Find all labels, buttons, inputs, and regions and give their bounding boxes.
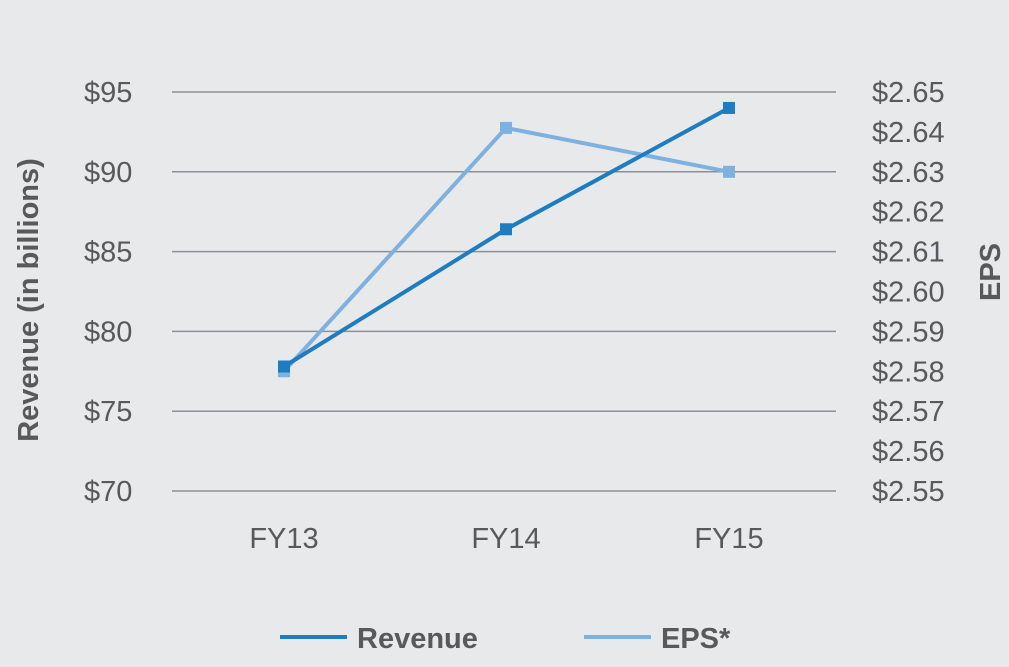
y-tick-label: $75 (84, 396, 132, 428)
legend-label-revenue: Revenue (357, 623, 478, 655)
y2-tick-label: $2.58 (872, 356, 945, 388)
series-layer (278, 101, 735, 378)
data-point-revenue (723, 101, 735, 114)
y2-tick-label: $2.55 (872, 476, 945, 508)
y2-tick-label: $2.57 (872, 396, 945, 428)
y2-tick-label: $2.56 (872, 436, 945, 468)
y-tick-label: $95 (84, 77, 132, 109)
y2-tick-label: $2.63 (872, 157, 945, 189)
y-tick-label: $80 (84, 316, 132, 348)
x-tick-label: FY13 (249, 523, 318, 555)
y2-tick-label: $2.64 (872, 117, 945, 149)
y-tick-label: $90 (84, 157, 132, 189)
right-axis-ticks: $2.65 $2.64 $2.63 $2.62 $2.61 $2.60 $2.59 $2.58… (872, 77, 945, 508)
data-point-revenue (278, 360, 290, 373)
x-tick-label: FY15 (694, 523, 763, 555)
y-tick-label: $70 (84, 476, 132, 508)
series-line-revenue (282, 106, 730, 369)
gridlines (172, 91, 836, 492)
left-axis-ticks: $95 $90 $85 $80 $75 $70 (84, 77, 132, 508)
y2-tick-label: $2.59 (872, 316, 945, 348)
y2-tick-label: $2.65 (872, 77, 945, 109)
y2-tick-label: $2.62 (872, 197, 945, 229)
y2-tick-label: $2.61 (872, 237, 945, 269)
data-point-eps (723, 165, 735, 178)
x-axis-ticks: FY13 FY14 FY15 (249, 523, 763, 555)
legend-label-eps: EPS* (661, 623, 731, 655)
data-point-eps (500, 121, 512, 134)
y-tick-label: $85 (84, 237, 132, 269)
data-point-revenue (500, 223, 512, 236)
x-tick-label: FY14 (471, 523, 540, 555)
series-line-eps (282, 125, 730, 373)
y2-tick-label: $2.60 (872, 277, 945, 309)
y2-axis-title: EPS (975, 243, 1007, 301)
legend: Revenue EPS* (280, 623, 731, 655)
y-axis-title: Revenue (in billions) (13, 158, 45, 442)
